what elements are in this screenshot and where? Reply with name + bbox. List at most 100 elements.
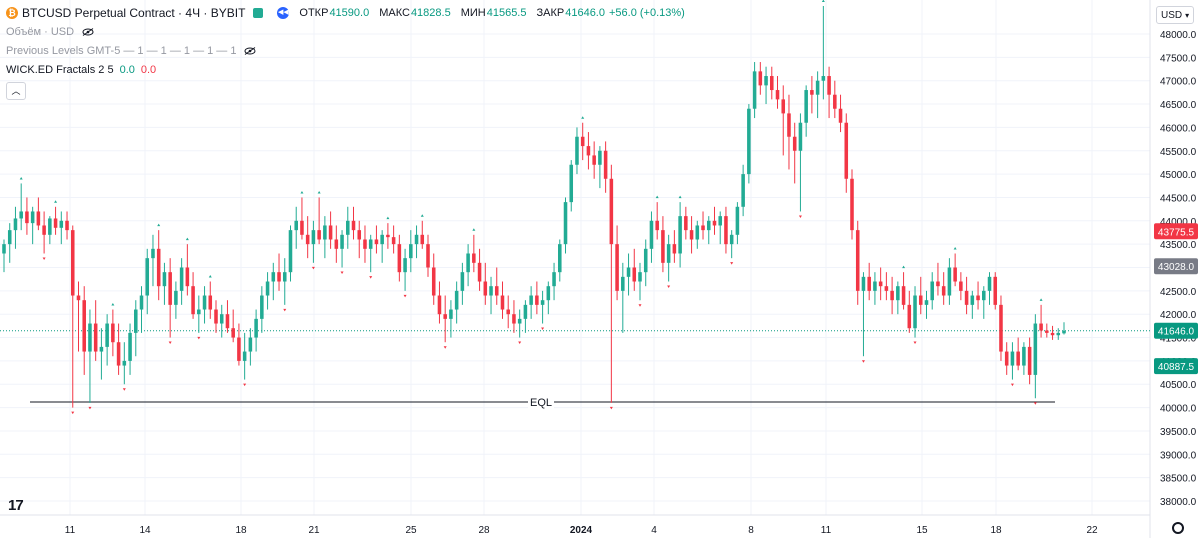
candle-body xyxy=(1039,323,1043,331)
candle-body xyxy=(237,337,241,361)
y-tick-label: 42000.0 xyxy=(1160,310,1197,321)
candle-body xyxy=(918,295,923,305)
y-tick-label: 42500.0 xyxy=(1160,287,1197,298)
candle-body xyxy=(288,230,293,273)
chevron-down-icon: ▾ xyxy=(1185,10,1190,20)
candle-body xyxy=(815,80,820,95)
fractal-up-marker xyxy=(821,0,825,2)
candle-body xyxy=(1027,346,1032,375)
candle-body xyxy=(1045,330,1049,333)
candle-body xyxy=(305,234,310,245)
candle-body xyxy=(311,230,316,245)
candle-body xyxy=(987,276,992,291)
candle-body xyxy=(437,295,442,315)
currency-selector[interactable]: USD ▾ xyxy=(1156,6,1194,24)
fractal-up-marker xyxy=(902,265,906,269)
x-tick-label: 14 xyxy=(139,525,151,536)
fractal-down-marker xyxy=(71,411,75,415)
candle-body xyxy=(483,281,488,296)
candle-body xyxy=(964,290,969,305)
x-tick-label: 15 xyxy=(916,525,928,536)
eye-slash-icon[interactable] xyxy=(82,28,94,36)
candle-body xyxy=(833,94,837,109)
candle-body xyxy=(48,218,52,235)
candle-body xyxy=(53,218,58,228)
volume-row[interactable]: Объём · USD xyxy=(6,25,685,39)
y-tick-label: 39000.0 xyxy=(1160,450,1197,461)
candle-body xyxy=(397,244,402,273)
fractal-down-marker xyxy=(88,406,92,410)
candle-body xyxy=(88,323,92,352)
fractal-down-marker xyxy=(667,285,671,289)
symbol-title[interactable]: BTCUSD Perpetual Contract · 4Ч · BYBIT xyxy=(22,6,246,20)
fractal-down-marker xyxy=(638,304,642,307)
candle-body xyxy=(598,150,602,165)
candle-body xyxy=(632,267,637,282)
candle-body xyxy=(134,309,138,333)
candle-body xyxy=(99,346,104,352)
price-tag-up xyxy=(1154,358,1198,375)
candle-body xyxy=(191,286,195,315)
eye-slash-icon[interactable] xyxy=(244,47,256,55)
fractal-up-marker xyxy=(54,200,58,203)
candle-body xyxy=(231,328,235,338)
candle-body xyxy=(494,286,499,296)
fractals-row[interactable]: WICK.ED Fractals 2 5 0.0 0.0 xyxy=(6,63,685,77)
candle-body xyxy=(615,244,619,291)
eql-label: EQL xyxy=(530,397,552,409)
candle-body xyxy=(804,90,808,123)
candle-body xyxy=(7,230,12,245)
low-label: МИН xyxy=(460,7,486,19)
candle-body xyxy=(294,220,298,231)
candle-body xyxy=(219,314,224,324)
candle-body xyxy=(1062,330,1066,334)
candle-body xyxy=(655,220,659,231)
candle-body xyxy=(426,244,430,268)
gear-icon[interactable] xyxy=(1172,522,1184,534)
x-tick-label: 21 xyxy=(308,525,320,536)
candle-body xyxy=(735,206,740,235)
candle-body xyxy=(855,230,860,291)
candle-body xyxy=(781,99,786,114)
candle-body xyxy=(363,239,367,249)
candle-body xyxy=(477,262,482,282)
candle-body xyxy=(517,318,522,324)
candle-body xyxy=(93,323,98,352)
symbol-row: ₿ BTCUSD Perpetual Contract · 4Ч · BYBIT… xyxy=(6,6,685,20)
high-label: МАКС xyxy=(379,7,410,19)
candle-body xyxy=(323,225,327,240)
candle-body xyxy=(374,239,379,245)
fractal-down-marker xyxy=(913,341,917,345)
candle-body xyxy=(953,267,957,282)
tradingview-logo-icon[interactable]: 17 xyxy=(8,497,24,514)
y-tick-label: 45500.0 xyxy=(1160,147,1197,158)
bitcoin-icon: ₿ xyxy=(6,7,18,19)
replay-icon[interactable]: ◀◀ xyxy=(277,7,290,19)
candle-body xyxy=(42,225,46,235)
candle-body xyxy=(787,113,791,137)
candle-body xyxy=(391,237,396,245)
candle-body xyxy=(208,295,213,310)
candle-body xyxy=(558,244,562,273)
candle-body xyxy=(414,234,419,245)
candle-body xyxy=(420,234,425,245)
fractal-up-marker xyxy=(678,195,682,199)
fractal-down-marker xyxy=(798,215,802,218)
candle-body xyxy=(770,76,774,91)
fractal-up-marker xyxy=(111,303,115,306)
candle-body xyxy=(695,225,700,240)
candle-body xyxy=(466,253,470,273)
candle-body xyxy=(76,295,81,301)
candle-body xyxy=(941,286,946,296)
fractal-up-marker xyxy=(19,176,23,180)
candle-body xyxy=(489,286,493,296)
candle-body xyxy=(30,211,35,224)
chart-legend: ₿ BTCUSD Perpetual Contract · 4Ч · BYBIT… xyxy=(6,6,685,100)
candle-body xyxy=(13,218,18,231)
candle-body xyxy=(282,272,287,282)
candle-body xyxy=(643,248,648,273)
collapse-legend-button[interactable]: ︿ xyxy=(6,82,26,100)
prev-levels-row[interactable]: Previous Levels GMT-5 — 1 — 1 — 1 — 1 — … xyxy=(6,44,685,58)
candle-body xyxy=(1033,323,1038,375)
